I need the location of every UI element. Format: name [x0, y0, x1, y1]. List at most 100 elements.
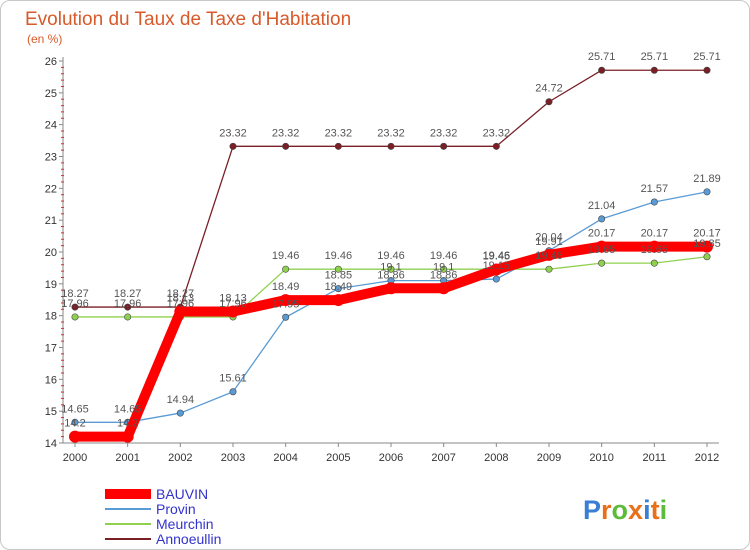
y-tick-label: 19 [45, 279, 57, 291]
point-meurchin [124, 313, 132, 321]
series-layer [69, 66, 713, 443]
point-annoeullin [229, 142, 237, 150]
point-meurchin [650, 259, 658, 267]
data-label-provin: 19.1 [433, 262, 454, 274]
y-tick-label: 25 [45, 88, 57, 100]
x-tick-label: 2010 [589, 452, 613, 464]
y-tick-label: 16 [45, 374, 57, 386]
y-tick-label: 26 [45, 56, 57, 68]
data-label-bauvin: 20.17 [641, 228, 669, 240]
data-label-annoeullin: 25.71 [693, 51, 721, 63]
data-label-bauvin: 18.86 [430, 269, 458, 281]
data-label-meurchin: 19.46 [535, 250, 563, 262]
x-tick-label: 2011 [643, 452, 667, 464]
data-label-meurchin: 19.85 [693, 238, 721, 250]
data-label-meurchin: 17.96 [61, 298, 89, 310]
point-provin [650, 198, 658, 206]
data-label-provin: 18.85 [325, 270, 353, 282]
x-tick-label: 2006 [379, 452, 403, 464]
data-label-bauvin: 18.13 [167, 293, 195, 305]
y-tick-label: 21 [45, 215, 57, 227]
point-bauvin [385, 282, 397, 295]
point-provin [598, 215, 606, 223]
data-label-annoeullin: 23.32 [483, 127, 511, 139]
point-annoeullin [334, 142, 342, 150]
x-tick-label: 2012 [695, 452, 719, 464]
point-bauvin [69, 430, 81, 443]
x-tick-label: 2004 [273, 452, 297, 464]
x-tick-label: 2002 [168, 452, 192, 464]
point-meurchin [71, 313, 79, 321]
data-label-annoeullin: 23.32 [272, 127, 300, 139]
data-label-provin: 21.89 [693, 173, 721, 185]
point-annoeullin [545, 98, 553, 106]
point-bauvin [543, 248, 555, 261]
point-annoeullin [71, 303, 79, 311]
point-bauvin [648, 240, 661, 253]
data-label-meurchin: 17.96 [114, 298, 142, 310]
data-label-bauvin: 14.2 [117, 418, 138, 430]
data-label-meurchin: 17.96 [167, 298, 195, 310]
point-bauvin [174, 305, 187, 318]
point-provin [229, 388, 237, 396]
data-label-annoeullin: 23.32 [325, 127, 353, 139]
x-tick-label: 2009 [537, 452, 561, 464]
axes: 14 15 16 17 18 19 20 21 22 23 24 25 26 2000 2001 2002 20… [45, 56, 719, 464]
y-tick-label: 17 [45, 343, 57, 355]
data-label-provin: 19.15 [483, 260, 511, 272]
point-annoeullin [440, 142, 448, 150]
point-annoeullin [598, 66, 606, 74]
legend-label: BAUVIN [156, 486, 208, 502]
data-label-bauvin: 18.86 [377, 269, 405, 281]
point-bauvin [595, 240, 608, 253]
data-label-annoeullin: 18.27 [114, 288, 142, 300]
logo-letter: r [601, 495, 612, 525]
point-provin [71, 418, 79, 426]
data-label-provin: 20.04 [535, 232, 563, 244]
x-tick-label: 2003 [221, 452, 245, 464]
data-label-provin: 14.94 [167, 394, 195, 406]
data-label-annoeullin: 18.27 [167, 288, 195, 300]
proxiti-logo: Proxiti [583, 495, 667, 525]
point-meurchin [282, 265, 290, 273]
point-bauvin [279, 294, 292, 307]
data-label-meurchin: 19.46 [483, 250, 511, 262]
x-tick-label: 2000 [63, 452, 87, 464]
y-tick-label: 20 [45, 247, 57, 259]
data-label-bauvin: 19.91 [535, 236, 563, 248]
data-label-meurchin: 19.65 [641, 244, 669, 256]
point-bauvin [332, 294, 345, 307]
legend-label: Meurchin [156, 516, 214, 532]
y-tick-label: 24 [45, 120, 57, 132]
data-label-bauvin: 20.17 [588, 228, 616, 240]
point-provin [703, 188, 711, 196]
point-bauvin [490, 263, 503, 276]
point-meurchin [545, 265, 553, 273]
data-label-bauvin: 20.17 [693, 228, 721, 240]
point-provin [334, 285, 342, 293]
chart-unit: (en %) [27, 32, 62, 46]
point-meurchin [598, 259, 606, 267]
point-annoeullin [387, 142, 395, 150]
point-annoeullin [650, 66, 658, 74]
y-tick-label: 15 [45, 406, 57, 418]
point-provin [282, 313, 290, 321]
data-label-provin: 19.1 [380, 262, 401, 274]
logo-letter: x [628, 495, 643, 525]
x-tick-label: 2005 [326, 452, 350, 464]
point-provin [492, 275, 500, 283]
data-label-meurchin: 19.46 [272, 250, 300, 262]
data-label-provin: 17.95 [272, 298, 300, 310]
data-label-meurchin: 19.46 [430, 250, 458, 262]
logo-text: Proxiti [583, 495, 667, 525]
legend-label: Annoeullin [156, 531, 221, 547]
data-label-provin: 15.61 [219, 373, 247, 385]
data-label-annoeullin: 23.32 [430, 127, 458, 139]
logo-letter: t [651, 495, 660, 525]
data-labels: 18.27 18.27 18.27 23.32 23.32 23.32 23.32 23.32… [61, 51, 721, 429]
chart-title: Evolution du Taux de Taxe d'Habitation [25, 9, 351, 30]
point-bauvin [437, 282, 450, 295]
data-label-bauvin: 18.49 [272, 281, 300, 293]
